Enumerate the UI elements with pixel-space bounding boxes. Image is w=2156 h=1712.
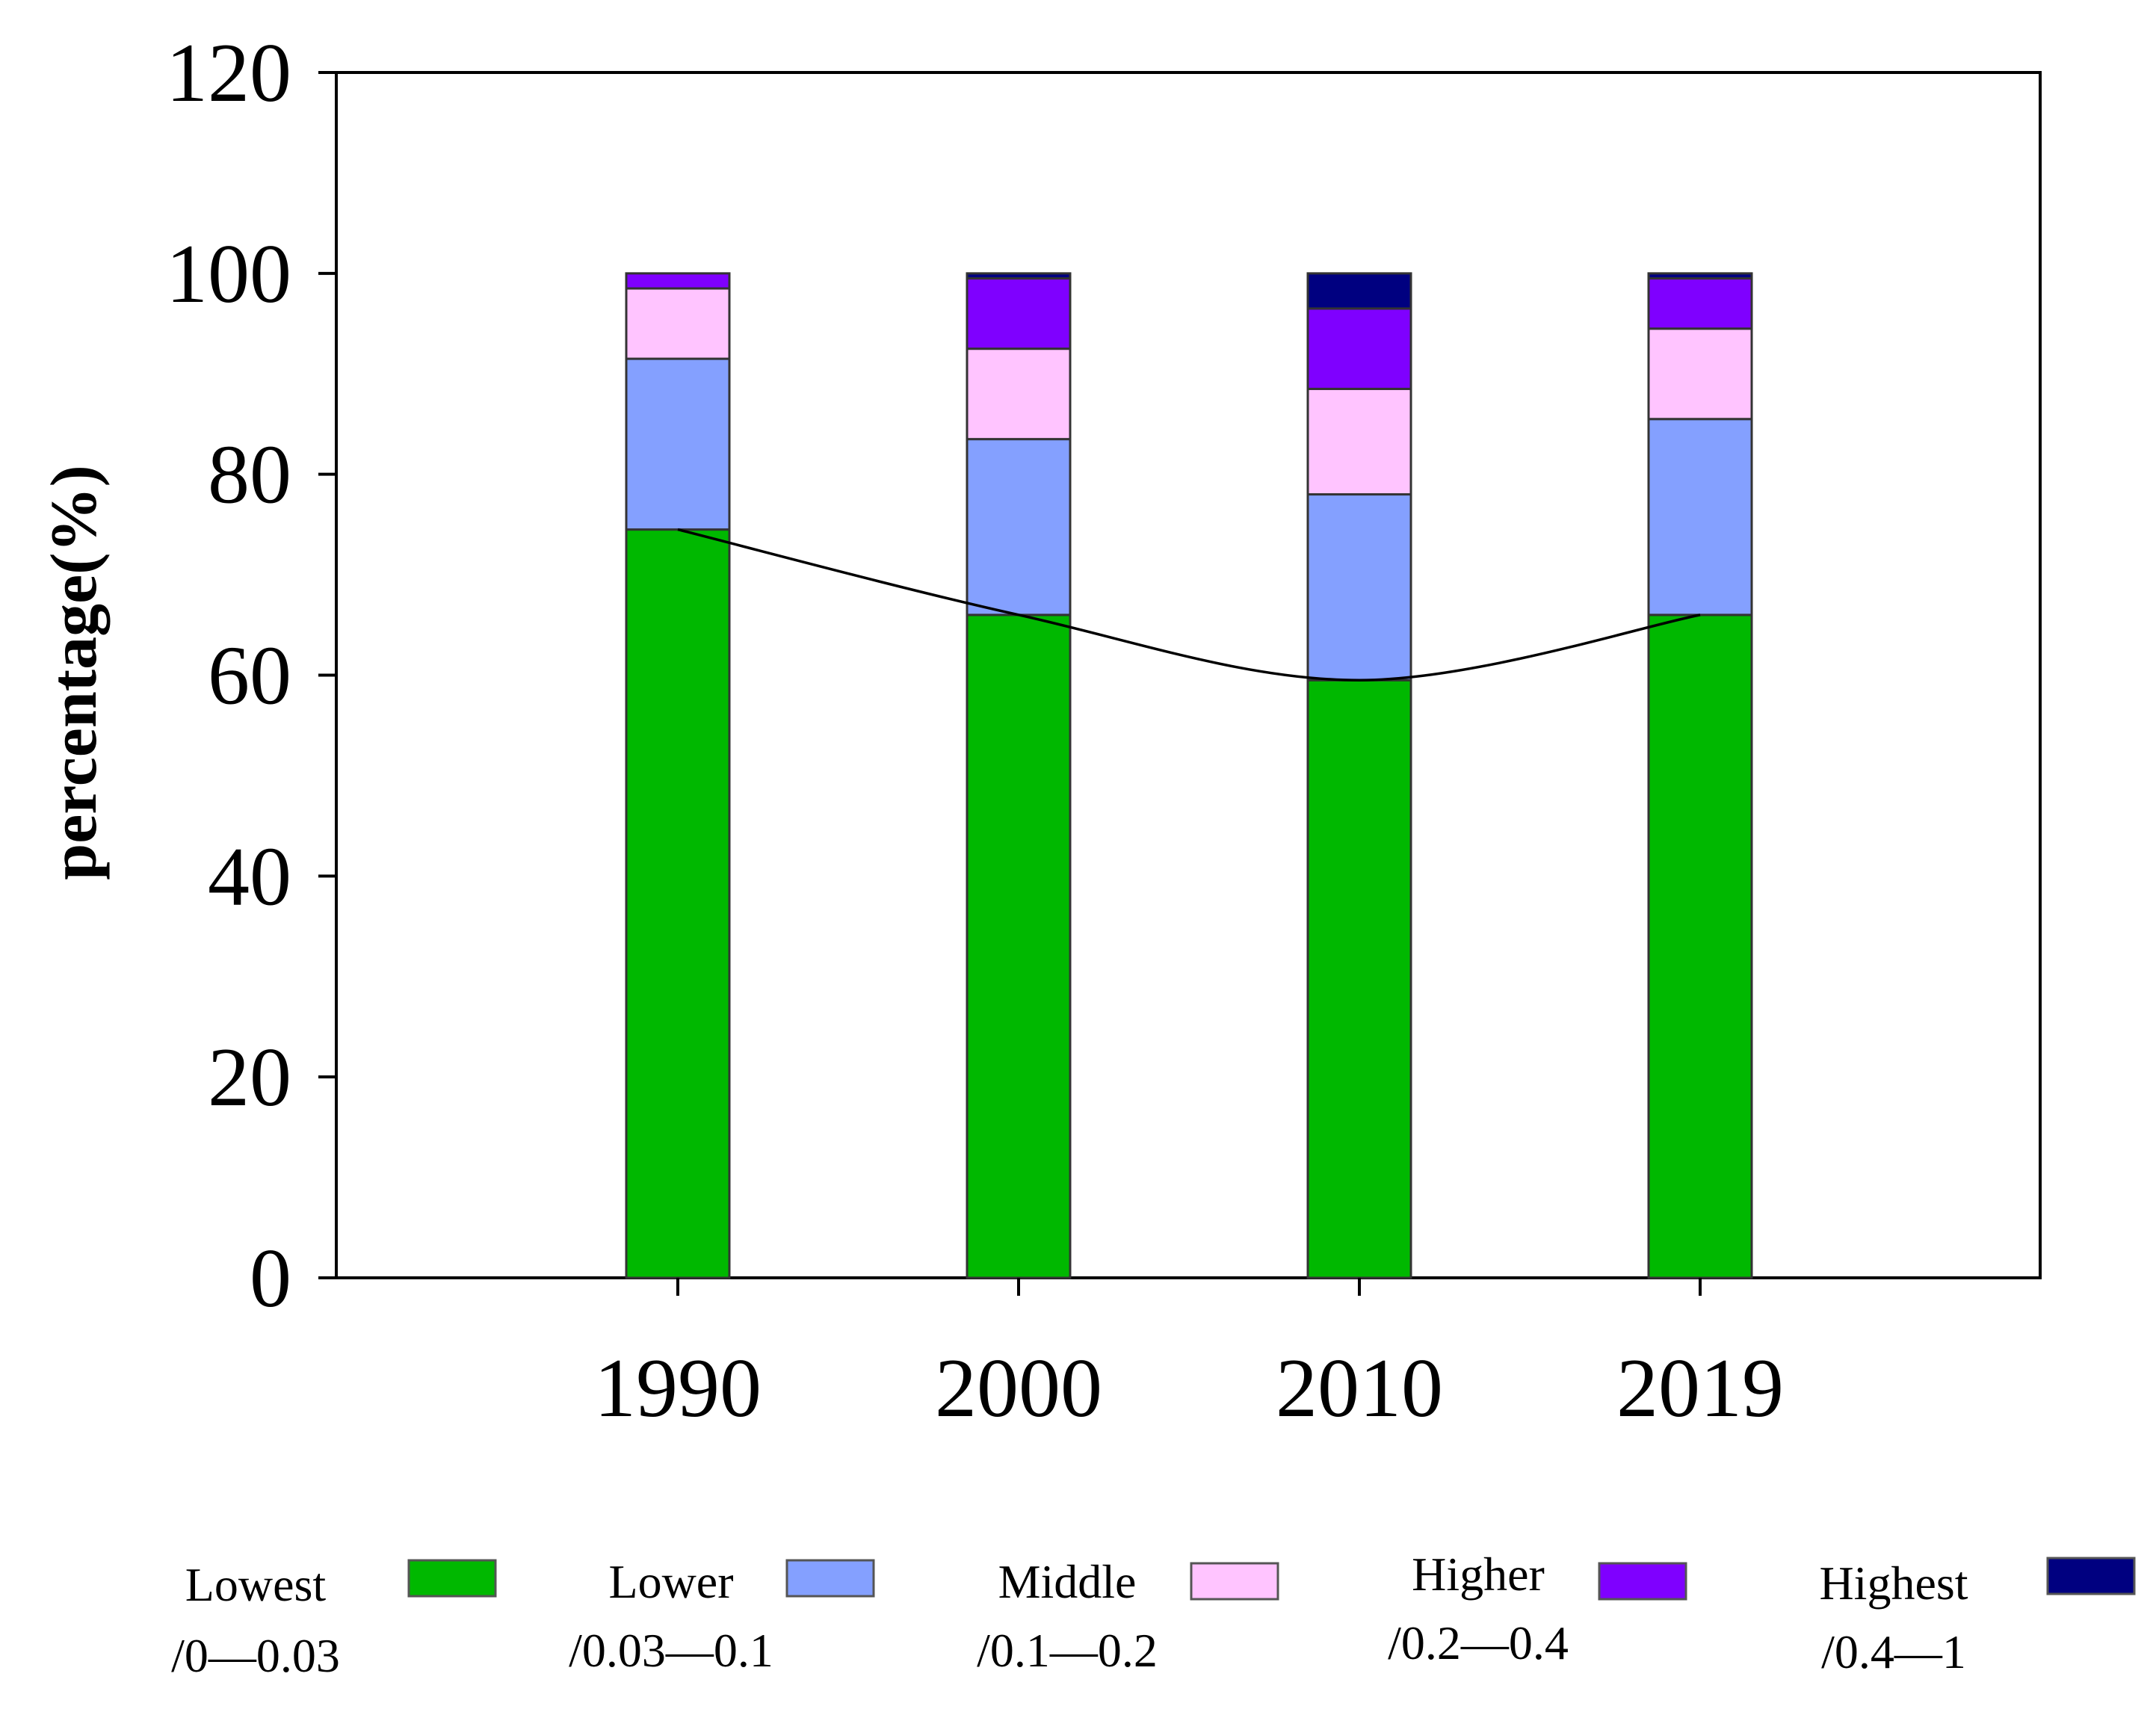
bars-group (625, 272, 1753, 1279)
legend-swatch (785, 1559, 875, 1598)
legend-range: /0—0.03 (171, 1629, 340, 1682)
bar-segment-lowest-2010 (1306, 679, 1412, 1279)
bar-segment-lowest-2000 (966, 614, 1072, 1279)
plot-frame (335, 71, 2042, 1279)
legend-name: Lowest (185, 1558, 327, 1611)
legend-range: /0.4—1 (1821, 1625, 1966, 1678)
bar-segment-lower-2010 (1306, 493, 1412, 682)
legend: Lowest/0—0.03 Lower/0.03—0.1 Middle/0.1—0.… (171, 1548, 2136, 1682)
legend-swatch (407, 1559, 497, 1598)
y-tick-label: 80 (208, 429, 291, 522)
bar-segment-higher-2010 (1306, 307, 1412, 390)
x-tick-label: 1990 (594, 1342, 762, 1435)
trend-line (677, 528, 1701, 682)
legend-range: /0.2—0.4 (1388, 1616, 1569, 1669)
bar-segment-higher-2000 (966, 277, 1072, 350)
legend-name: Highest (1819, 1557, 1968, 1610)
plot-border (335, 71, 2042, 1279)
x-axis-ticks: 1990 2000 2010 2019 (594, 1278, 1784, 1435)
legend-name: Middle (998, 1555, 1137, 1608)
legend-name: Higher (1412, 1548, 1545, 1601)
y-tick-label: 40 (208, 830, 291, 923)
legend-item-lower: Lower/0.03—0.1 (569, 1555, 875, 1677)
bar-segment-middle-2000 (966, 347, 1072, 441)
bar-segment-lower-2000 (966, 438, 1072, 616)
legend-item-higher: Higher/0.2—0.4 (1388, 1548, 1687, 1669)
legend-item-highest: Highest/0.4—1 (1819, 1557, 2136, 1678)
bar-segment-lowest-2019 (1647, 614, 1753, 1279)
bar-segment-lower-1990 (625, 357, 731, 531)
bar-segment-lower-2019 (1647, 418, 1753, 616)
legend-swatch (1598, 1562, 1687, 1601)
bar-segment-higher-1990 (625, 272, 731, 290)
bar-segment-middle-2010 (1306, 387, 1412, 496)
bar-segment-lowest-1990 (625, 528, 731, 1279)
legend-swatch (1190, 1562, 1279, 1601)
legend-item-lowest: Lowest/0—0.03 (171, 1558, 497, 1682)
y-tick-label: 100 (166, 228, 291, 321)
bar-segment-highest-2000 (966, 272, 1072, 280)
legend-item-middle: Middle/0.1—0.2 (977, 1555, 1279, 1677)
x-tick-label: 2019 (1616, 1342, 1784, 1435)
y-tick-label: 60 (208, 630, 291, 723)
bar-segment-highest-2019 (1647, 272, 1753, 280)
legend-range: /0.1—0.2 (977, 1624, 1158, 1677)
legend-name: Lower (608, 1555, 733, 1608)
y-tick-label: 20 (208, 1031, 291, 1124)
bar-segment-middle-1990 (625, 287, 731, 360)
y-axis-ticks: 0 20 40 60 80 100 120 (166, 27, 336, 1325)
y-axis-label: percentage(%) (38, 465, 111, 880)
legend-swatch (2046, 1557, 2136, 1595)
bar-segment-middle-2019 (1647, 327, 1753, 421)
bar-segment-higher-2019 (1647, 277, 1753, 330)
legend-range: /0.03—0.1 (569, 1624, 773, 1677)
x-tick-label: 2010 (1276, 1342, 1443, 1435)
y-tick-label: 120 (166, 27, 291, 120)
trend-line-group (677, 528, 1701, 682)
bar-segment-highest-2010 (1306, 272, 1412, 310)
x-tick-label: 2000 (935, 1342, 1102, 1435)
y-tick-label: 0 (250, 1232, 291, 1325)
